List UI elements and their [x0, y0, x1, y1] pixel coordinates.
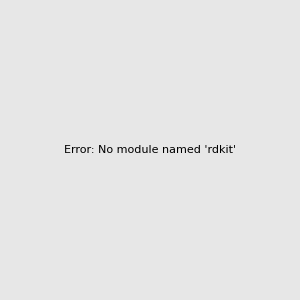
Text: Error: No module named 'rdkit': Error: No module named 'rdkit'	[64, 145, 236, 155]
